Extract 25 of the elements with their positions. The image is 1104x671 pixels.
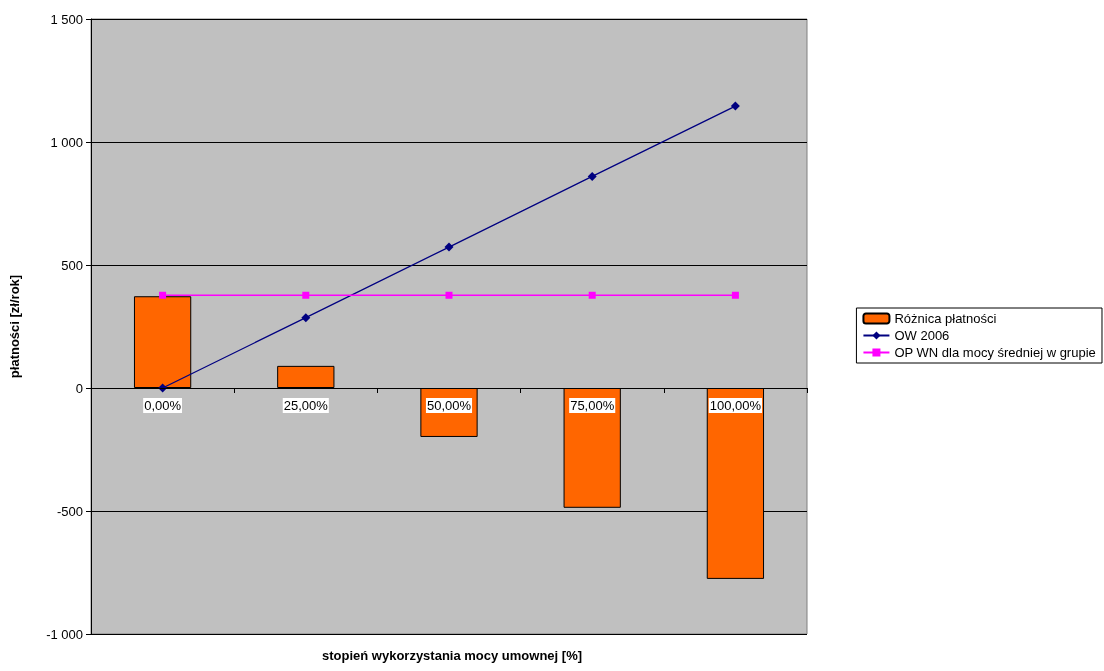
point (731, 291, 739, 299)
y-tick-label: -500 (56, 503, 83, 519)
x-tick-label: 0,00% (144, 398, 182, 413)
legend-label: OW 2006 (894, 328, 950, 343)
x-tick-label: 50,00% (426, 398, 472, 413)
point (159, 291, 167, 299)
point (587, 171, 597, 181)
point (444, 242, 454, 252)
y-tick-label: 1 500 (50, 11, 83, 27)
point (302, 291, 310, 299)
y-tick-label: 1 000 (50, 134, 83, 150)
point (301, 313, 311, 323)
point (445, 291, 453, 299)
legend-label: Różnica płatności (894, 311, 997, 326)
legend-label: OP WN dla mocy średniej w grupie (894, 345, 1096, 360)
x-tick-label: 75,00% (570, 398, 615, 413)
y-tick-label: -1 000 (46, 626, 83, 642)
point (588, 291, 596, 299)
x-tick-label: 100,00% (709, 398, 762, 413)
y-tick-label: 0 (75, 380, 83, 396)
x-axis-title: stopień wykorzystania mocy umownej [%] (321, 648, 583, 663)
point (730, 101, 740, 111)
x-tick-label: 25,00% (283, 398, 329, 413)
y-axis-title: płatności [zł/rok] (7, 274, 22, 379)
y-tick-label: 500 (61, 257, 83, 273)
